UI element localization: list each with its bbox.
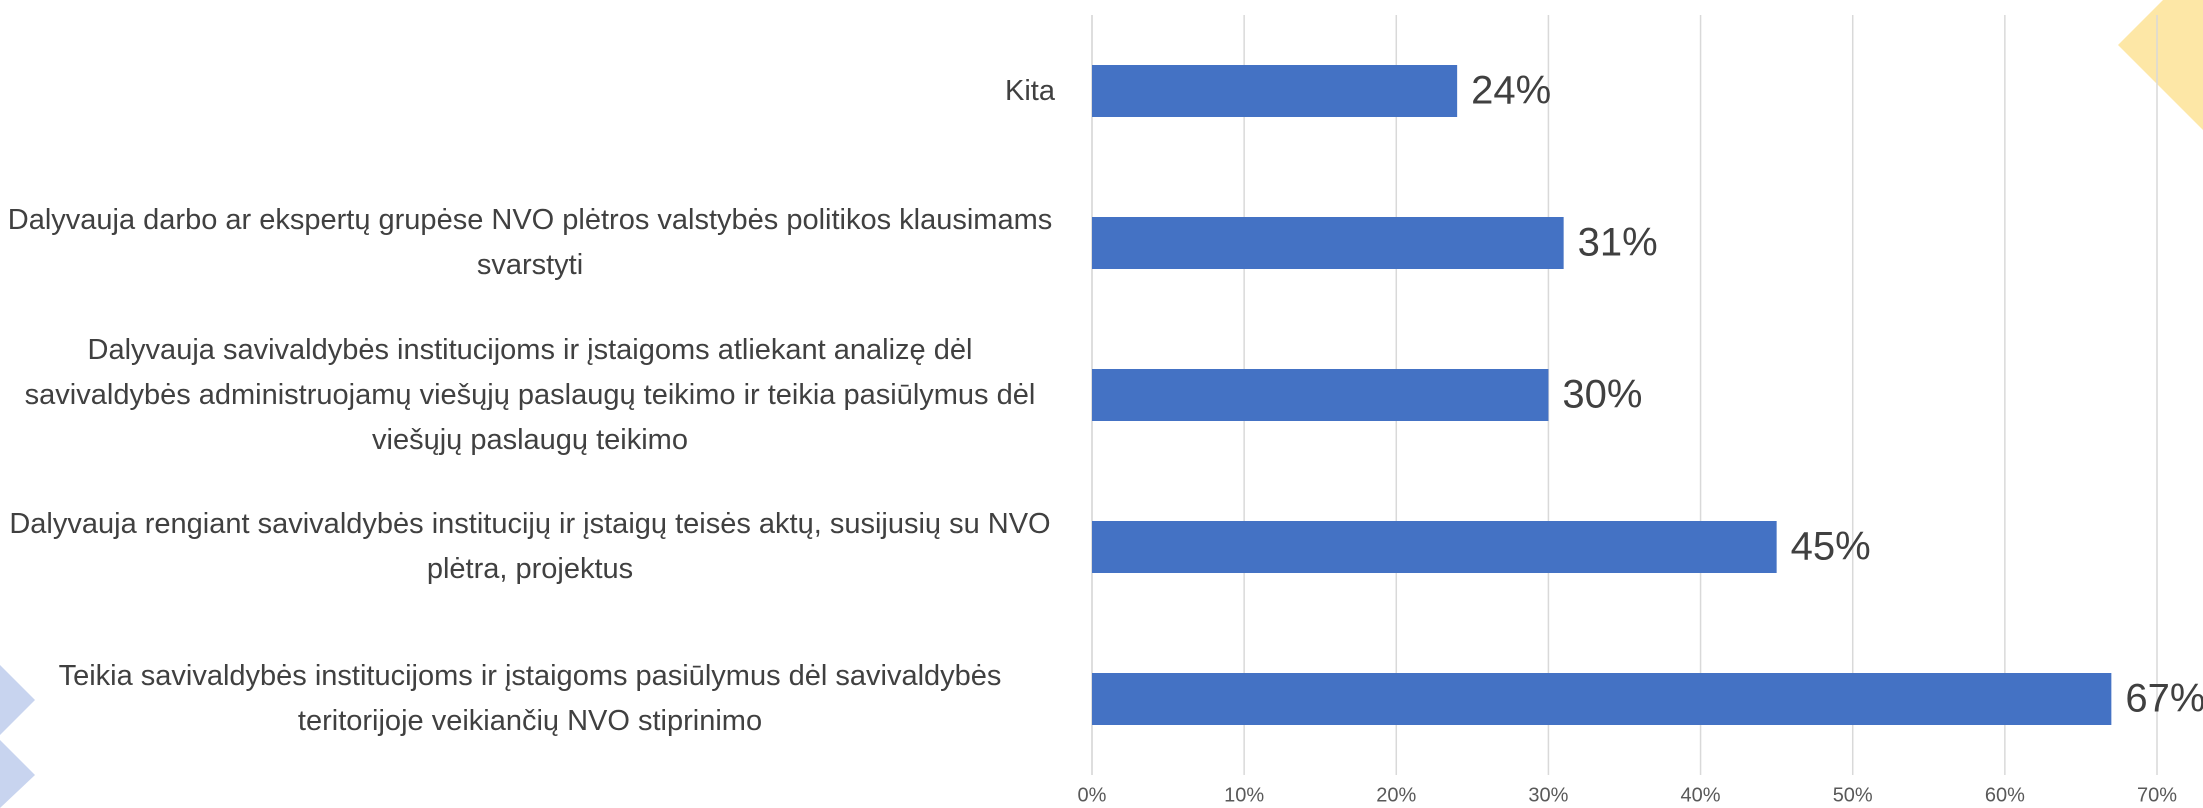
bar [1092, 521, 1777, 573]
category-label-box: Teikia savivaldybės institucijoms ir įst… [5, 624, 1055, 774]
x-tick-label: 20% [1376, 784, 1416, 806]
value-label: 30% [1562, 373, 1642, 417]
x-tick-label: 0% [1078, 784, 1107, 806]
x-tick-label: 70% [2137, 784, 2177, 806]
y-tick-label: Dalyvauja savivaldybės institucijoms ir … [24, 333, 1036, 456]
y-tick-label: Kita [1005, 74, 1055, 107]
bar [1092, 673, 2112, 725]
bar [1092, 65, 1458, 117]
category-label-box: Dalyvauja rengiant savivaldybės instituc… [5, 472, 1055, 622]
bar [1092, 369, 1549, 421]
y-tick-label: Teikia savivaldybės institucijoms ir įst… [58, 660, 1002, 737]
value-label: 67% [2125, 677, 2203, 721]
y-tick-label: Dalyvauja darbo ar ekspertų grupėse NVO … [7, 204, 1053, 281]
category-label-box: Dalyvauja darbo ar ekspertų grupėse NVO … [5, 168, 1055, 318]
value-label: 24% [1471, 69, 1551, 113]
decoration [2118, 0, 2203, 130]
decoration [0, 665, 35, 735]
x-tick-label: 40% [1681, 784, 1721, 806]
bar [1092, 217, 1564, 269]
x-tick-label: 30% [1528, 784, 1568, 806]
x-tick-label: 60% [1985, 784, 2025, 806]
x-tick-label: 10% [1224, 784, 1264, 806]
value-label: 45% [1791, 525, 1871, 569]
y-tick-label: Dalyvauja rengiant savivaldybės instituc… [9, 508, 1051, 585]
category-label-box: Dalyvauja savivaldybės institucijoms ir … [5, 320, 1055, 470]
x-tick-label: 50% [1833, 784, 1873, 806]
value-label: 31% [1578, 221, 1658, 265]
category-label-box: Kita [5, 16, 1055, 166]
decoration [0, 740, 35, 808]
